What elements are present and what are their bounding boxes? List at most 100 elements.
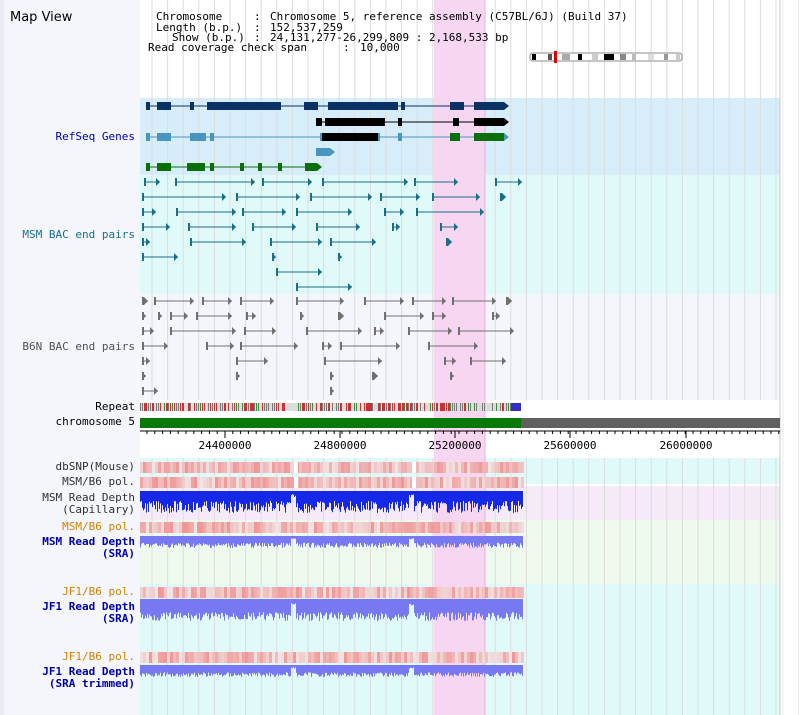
- msm-b6-pol-heat: [146, 477, 149, 488]
- jf1-b6-pol-heat: [515, 587, 518, 598]
- track-label-b6n-bac[interactable]: B6N BAC end pairs: [22, 340, 135, 353]
- msm-depth-sra-bar: [201, 536, 202, 546]
- msm-depth-sra-bar: [469, 536, 470, 548]
- msm-depth-sra-bar: [164, 536, 165, 545]
- msm-depth-capillary-bar: [255, 491, 256, 511]
- msm-b6-pol-heat-2: [191, 522, 194, 533]
- track-label-chromosome[interactable]: chromosome 5: [55, 415, 135, 428]
- dbsnp-heat: [323, 462, 326, 473]
- msm-depth-sra-bar: [176, 536, 177, 545]
- msm-b6-pol-heat-2: [401, 522, 404, 533]
- jf1-depth-trimmed-bar: [451, 665, 452, 676]
- jf1-depth-trimmed-bar: [476, 665, 477, 674]
- jf1-depth-trimmed-bar: [305, 665, 306, 673]
- msm-b6-pol-heat: [317, 477, 320, 488]
- jf1-depth-trimmed-bar: [488, 665, 489, 675]
- jf1-depth-sra-bar: [334, 599, 335, 615]
- jf1-b6-pol-heat-2: [485, 652, 488, 663]
- msm-depth-capillary-bar: [334, 491, 335, 501]
- track-label-jf1-b6-pol-2[interactable]: JF1/B6 pol.: [62, 650, 135, 663]
- msm-b6-pol-heat-2: [407, 522, 410, 533]
- jf1-depth-trimmed-bar: [329, 665, 330, 677]
- msm-depth-capillary-bar: [184, 491, 185, 510]
- jf1-depth-trimmed-bar: [250, 665, 251, 674]
- msm-depth-sra-bar: [200, 536, 201, 545]
- track-label-refseq-genes[interactable]: RefSeq Genes: [55, 130, 135, 143]
- msm-depth-sra-bar: [331, 536, 332, 546]
- jf1-depth-trimmed-bar: [375, 665, 376, 674]
- msm-depth-sra-bar: [441, 536, 442, 546]
- dbsnp-heat: [419, 462, 422, 473]
- msm-depth-capillary-bar: [178, 491, 179, 511]
- msm-b6-pol-heat: [509, 477, 512, 488]
- track-label-msm-depth-capillary[interactable]: MSM Read Depth (Capillary): [42, 491, 135, 516]
- dbsnp-heat: [449, 462, 452, 473]
- jf1-depth-trimmed-bar: [359, 665, 360, 675]
- msm-b6-pol-heat-2: [383, 522, 386, 533]
- msm-depth-capillary-bar: [405, 491, 406, 509]
- jf1-depth-trimmed-bar: [450, 665, 451, 676]
- msm-depth-capillary-bar: [291, 491, 292, 496]
- dbsnp-heat: [344, 462, 347, 473]
- repeat-element: [450, 403, 451, 411]
- b6n-bac-end: [378, 357, 382, 365]
- jf1-b6-pol-heat: [248, 587, 251, 598]
- track-label-jf1-depth-sra[interactable]: JF1 Read Depth (SRA): [42, 600, 135, 625]
- dbsnp-heat: [443, 462, 446, 473]
- track-label-jf1-depth-trimmed[interactable]: JF1 Read Depth (SRA trimmed): [42, 665, 135, 690]
- jf1-depth-sra-bar: [266, 599, 267, 616]
- msm-b6-pol-heat-2: [377, 522, 380, 533]
- msm-b6-pol-heat-2: [494, 522, 497, 533]
- jf1-depth-trimmed-bar: [336, 665, 337, 675]
- msm-b6-pol-heat-2: [173, 522, 176, 533]
- track-label-msm-b6-pol-1[interactable]: MSM/B6 pol.: [62, 475, 135, 488]
- track-label-jf1-b6-pol-1[interactable]: JF1/B6 pol.: [62, 585, 135, 598]
- msm-depth-capillary-bar: [354, 491, 355, 508]
- repeat-element: [182, 403, 184, 411]
- jf1-depth-trimmed-bar: [326, 665, 327, 673]
- msm-depth-capillary-bar: [368, 491, 369, 502]
- jf1-depth-trimmed-bar: [416, 665, 417, 675]
- repeat-element: [500, 403, 501, 411]
- msm-depth-capillary-bar: [305, 491, 306, 509]
- b6n-bac-end: [364, 297, 366, 305]
- jf1-depth-sra-bar: [243, 599, 244, 619]
- track-label-dbsnp[interactable]: dbSNP(Mouse): [55, 460, 135, 473]
- jf1-depth-sra-bar: [411, 599, 412, 606]
- repeat-element: [446, 403, 447, 411]
- jf1-depth-sra-bar: [177, 599, 178, 615]
- msm-depth-capillary-bar: [374, 491, 375, 504]
- track-label-msm-b6-pol-2[interactable]: MSM/B6 pol.: [62, 520, 135, 533]
- jf1-depth-trimmed-bar: [459, 665, 460, 674]
- jf1-depth-trimmed-bar: [369, 665, 370, 677]
- jf1-depth-sra-bar: [223, 599, 224, 617]
- jf1-depth-trimmed-bar: [469, 665, 470, 675]
- track-label-msm-bac[interactable]: MSM BAC end pairs: [22, 228, 135, 241]
- jf1-b6-pol-heat: [311, 587, 314, 598]
- dbsnp-heat: [461, 462, 464, 473]
- msm-b6-pol-heat-2: [386, 522, 389, 533]
- jf1-depth-trimmed-bar: [500, 665, 501, 677]
- msm-bac-end: [338, 253, 342, 261]
- msm-depth-capillary-bar: [189, 491, 190, 511]
- jf1-depth-sra-bar: [485, 599, 486, 620]
- msm-b6-pol-heat-2: [197, 522, 200, 533]
- jf1-depth-sra-bar: [468, 599, 469, 615]
- track-label-msm-depth-sra[interactable]: MSM Read Depth (SRA): [42, 535, 135, 560]
- msm-depth-sra-bar: [455, 536, 456, 548]
- msm-depth-capillary-bar: [481, 491, 482, 510]
- msm-depth-sra-bar: [161, 536, 162, 544]
- jf1-depth-trimmed-bar: [185, 665, 186, 675]
- msm-depth-sra-bar: [520, 536, 521, 544]
- jf1-b6-pol-heat-2: [422, 652, 425, 663]
- jf1-depth-trimmed-bar: [339, 665, 340, 676]
- msm-b6-pol-heat: [467, 477, 470, 488]
- jf1-depth-trimmed-bar: [245, 665, 246, 674]
- msm-b6-pol-heat-2: [380, 522, 383, 533]
- jf1-b6-pol-heat: [227, 587, 230, 598]
- jf1-depth-trimmed-bar: [363, 665, 364, 676]
- track-label-repeat[interactable]: Repeat: [95, 400, 135, 413]
- msm-bac-end: [404, 178, 408, 186]
- msm-depth-capillary-bar: [277, 491, 278, 505]
